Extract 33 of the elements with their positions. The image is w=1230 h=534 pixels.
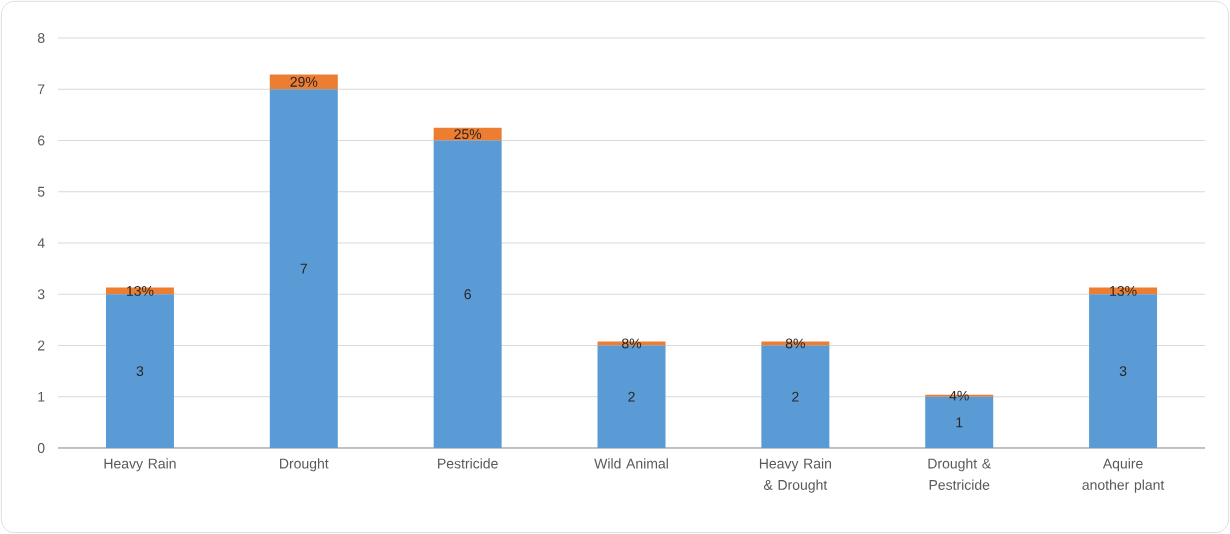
y-tick-label: 0 xyxy=(37,443,45,453)
y-tick-label: 4 xyxy=(37,238,45,248)
y-tick-label: 1 xyxy=(38,391,45,402)
x-tick-label: Pestricide xyxy=(438,458,498,469)
y-tick-label: 2 xyxy=(38,340,45,351)
x-tick-label: Drought & Pestricide xyxy=(928,458,991,490)
bar xyxy=(105,294,174,448)
data-label: 6 xyxy=(464,289,471,300)
bar xyxy=(269,89,338,448)
data-label: 13% xyxy=(1110,285,1137,296)
data-label: 2 xyxy=(792,391,799,402)
bar xyxy=(1089,294,1158,448)
y-tick-label: 5 xyxy=(37,186,45,197)
bar xyxy=(433,140,502,448)
data-label: 29% xyxy=(290,76,318,87)
x-tick-label: Aquire another plant xyxy=(1082,458,1165,493)
data-label: 13% xyxy=(127,285,154,296)
y-tick-label: 6 xyxy=(38,135,45,146)
bar xyxy=(269,74,338,90)
x-tick-label: Wild Animal xyxy=(594,458,668,469)
data-label: 3 xyxy=(136,366,144,377)
data-label: 4% xyxy=(949,390,969,401)
data-label: 25% xyxy=(454,129,482,140)
y-tick-label: 3 xyxy=(37,289,45,300)
data-label: 2 xyxy=(628,391,635,402)
y-tick-label: 8 xyxy=(37,33,45,43)
y-tick-label: 7 xyxy=(38,84,45,95)
x-tick-label: Heavy Rain & Drought xyxy=(759,458,832,493)
x-tick-label: Heavy Rain xyxy=(104,458,176,472)
data-label: 7 xyxy=(300,263,307,274)
data-label: 1 xyxy=(956,417,963,428)
x-tick-label: Drought xyxy=(280,458,329,472)
data-label: 3 xyxy=(1119,366,1127,377)
